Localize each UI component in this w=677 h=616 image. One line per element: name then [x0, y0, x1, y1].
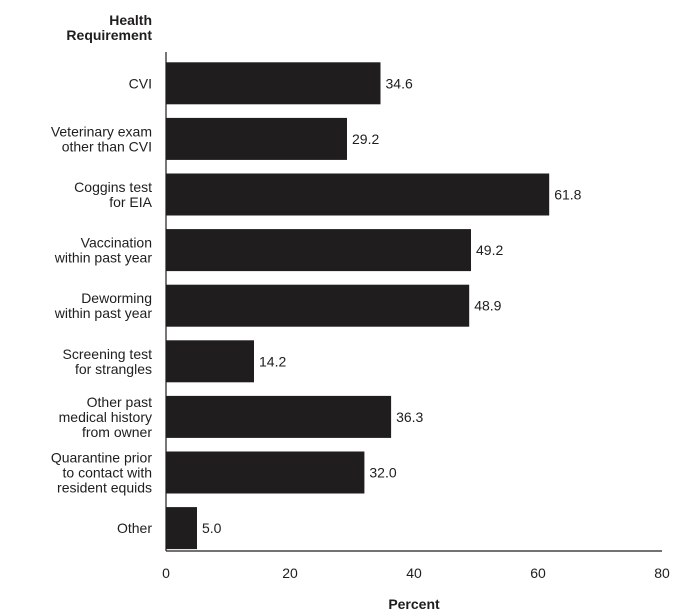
y-axis-title-text: Health Requirement: [66, 12, 152, 43]
bar: [166, 395, 392, 438]
category-label: Deworming within past year: [54, 290, 153, 321]
category-label: Other past medical history from owner: [59, 394, 153, 440]
category-labels: CVI Veterinary exam other than CVI Coggins …: [51, 75, 153, 536]
value-label: 48.9: [474, 298, 501, 314]
value-label: 36.3: [396, 409, 423, 425]
value-label: 14.2: [259, 353, 286, 369]
x-tick-label: 20: [282, 565, 298, 581]
value-label: 29.2: [352, 131, 379, 147]
value-label: 34.6: [386, 75, 413, 91]
x-axis-title-text: Percent: [388, 596, 440, 612]
category-label: Vaccination within past year: [54, 235, 153, 266]
category-label: Other: [117, 520, 152, 536]
bar: [166, 507, 197, 550]
bar: [166, 173, 550, 216]
x-tick-label: 0: [162, 565, 170, 581]
value-label: 5.0: [202, 520, 222, 536]
value-label: 32.0: [369, 465, 396, 481]
value-label: 61.8: [554, 187, 581, 203]
category-label: Veterinary exam other than CVI: [51, 123, 152, 154]
category-label: Coggins test for EIA: [74, 179, 152, 210]
x-axis-title: Percent: [388, 596, 440, 612]
x-tick-label: 60: [530, 565, 546, 581]
bars: [166, 62, 550, 550]
value-label: 49.2: [476, 242, 503, 258]
category-label: CVI: [129, 75, 152, 91]
category-label: Screening test for strangles: [63, 346, 153, 377]
bar: [166, 451, 365, 494]
y-axis-title: Health Requirement: [66, 12, 152, 43]
bar: [166, 62, 381, 105]
bar: [166, 229, 471, 272]
bar: [166, 117, 347, 160]
x-tick-labels: 0 20 40 60 80: [162, 565, 670, 581]
category-label: Quarantine prior to contact with resident …: [51, 450, 153, 496]
bar: [166, 340, 254, 383]
value-labels: 34.6 29.2 61.8 49.2 48.9 14.2 36.3 32.0 5.0: [202, 75, 582, 536]
x-tick-label: 80: [654, 565, 670, 581]
bar: [166, 284, 470, 327]
x-tick-label: 40: [406, 565, 422, 581]
